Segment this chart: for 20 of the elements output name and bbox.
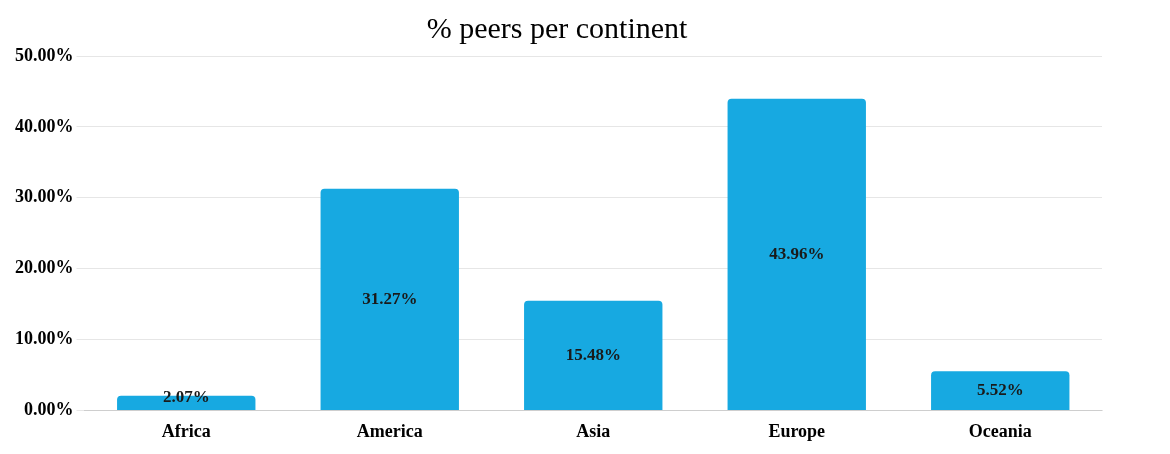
y-tick-label: 20.00% [15, 257, 74, 278]
data-label: 5.52% [976, 379, 1024, 399]
y-tick-label: 0.00% [24, 399, 74, 420]
x-tick-label: Asia [576, 420, 611, 441]
y-tick-label: 50.00% [15, 44, 74, 65]
data-label: 31.27% [362, 288, 418, 308]
bar [524, 300, 663, 410]
bar [931, 371, 1070, 410]
y-tick-label: 10.00% [15, 328, 74, 349]
y-tick-label: 30.00% [15, 186, 74, 207]
data-label: 15.48% [565, 344, 621, 364]
bar [320, 188, 459, 410]
x-tick-label: Africa [161, 420, 211, 441]
bar [727, 98, 866, 410]
x-tick-label: America [356, 420, 423, 441]
x-tick-label: Europe [768, 420, 826, 441]
x-tick-label: Oceania [968, 420, 1032, 441]
data-label: 43.96% [769, 243, 825, 263]
y-tick-label: 40.00% [15, 115, 74, 136]
chart-title: % peers per continent [426, 10, 689, 44]
